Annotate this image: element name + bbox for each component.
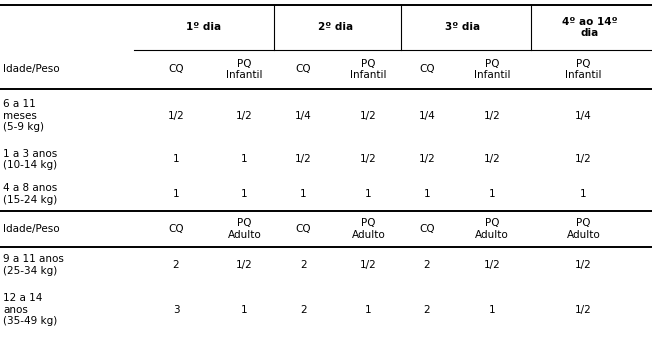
Text: CQ: CQ (419, 64, 435, 74)
Text: 1: 1 (365, 305, 372, 315)
Text: PQ
Adulto: PQ Adulto (475, 218, 509, 240)
Text: 1: 1 (424, 189, 430, 199)
Text: 1: 1 (241, 305, 248, 315)
Text: PQ
Infantil: PQ Infantil (350, 59, 387, 80)
Text: 1: 1 (580, 189, 587, 199)
Text: 1 a 3 anos
(10-14 kg): 1 a 3 anos (10-14 kg) (3, 149, 57, 170)
Text: 9 a 11 anos
(25-34 kg): 9 a 11 anos (25-34 kg) (3, 254, 64, 276)
Text: 1/2: 1/2 (236, 111, 253, 121)
Text: 4 a 8 anos
(15-24 kg): 4 a 8 anos (15-24 kg) (3, 183, 57, 204)
Text: 1: 1 (173, 154, 179, 165)
Text: 1/2: 1/2 (236, 260, 253, 270)
Text: CQ: CQ (295, 224, 311, 234)
Text: 1/2: 1/2 (484, 154, 501, 165)
Text: 2: 2 (300, 305, 306, 315)
Text: 1/4: 1/4 (575, 111, 592, 121)
Text: 1/2: 1/2 (360, 111, 377, 121)
Text: 3º dia: 3º dia (445, 22, 481, 33)
Text: 2º dia: 2º dia (318, 22, 353, 33)
Text: 1/4: 1/4 (295, 111, 312, 121)
Text: CQ: CQ (419, 224, 435, 234)
Text: 12 a 14
anos
(35-49 kg): 12 a 14 anos (35-49 kg) (3, 293, 57, 326)
Text: 4º ao 14º
dia: 4º ao 14º dia (562, 17, 618, 38)
Text: Idade/Peso: Idade/Peso (3, 224, 60, 234)
Text: 1º dia: 1º dia (186, 22, 221, 33)
Text: 1/2: 1/2 (360, 260, 377, 270)
Text: 1: 1 (241, 189, 248, 199)
Text: 1: 1 (365, 189, 372, 199)
Text: Idade/Peso: Idade/Peso (3, 64, 60, 74)
Text: PQ
Adulto: PQ Adulto (567, 218, 600, 240)
Text: 1: 1 (241, 154, 248, 165)
Text: 1/2: 1/2 (295, 154, 312, 165)
Text: 1/2: 1/2 (575, 260, 592, 270)
Text: 1: 1 (300, 189, 306, 199)
Text: CQ: CQ (295, 64, 311, 74)
Text: 1/2: 1/2 (484, 111, 501, 121)
Text: 1: 1 (489, 305, 496, 315)
Text: PQ
Adulto: PQ Adulto (228, 218, 261, 240)
Text: PQ
Infantil: PQ Infantil (565, 59, 602, 80)
Text: CQ: CQ (168, 224, 184, 234)
Text: 1/2: 1/2 (575, 154, 592, 165)
Text: PQ
Infantil: PQ Infantil (474, 59, 511, 80)
Text: 2: 2 (300, 260, 306, 270)
Text: 1/4: 1/4 (419, 111, 436, 121)
Text: 1: 1 (489, 189, 496, 199)
Text: 1/2: 1/2 (575, 305, 592, 315)
Text: CQ: CQ (168, 64, 184, 74)
Text: 1/2: 1/2 (419, 154, 436, 165)
Text: 3: 3 (173, 305, 179, 315)
Text: 1/2: 1/2 (168, 111, 185, 121)
Text: 6 a 11
meses
(5-9 kg): 6 a 11 meses (5-9 kg) (3, 99, 44, 132)
Text: 2: 2 (173, 260, 179, 270)
Text: 2: 2 (424, 305, 430, 315)
Text: PQ
Adulto: PQ Adulto (351, 218, 385, 240)
Text: 1: 1 (173, 189, 179, 199)
Text: 1/2: 1/2 (484, 260, 501, 270)
Text: 1/2: 1/2 (360, 154, 377, 165)
Text: 2: 2 (424, 260, 430, 270)
Text: PQ
Infantil: PQ Infantil (226, 59, 263, 80)
